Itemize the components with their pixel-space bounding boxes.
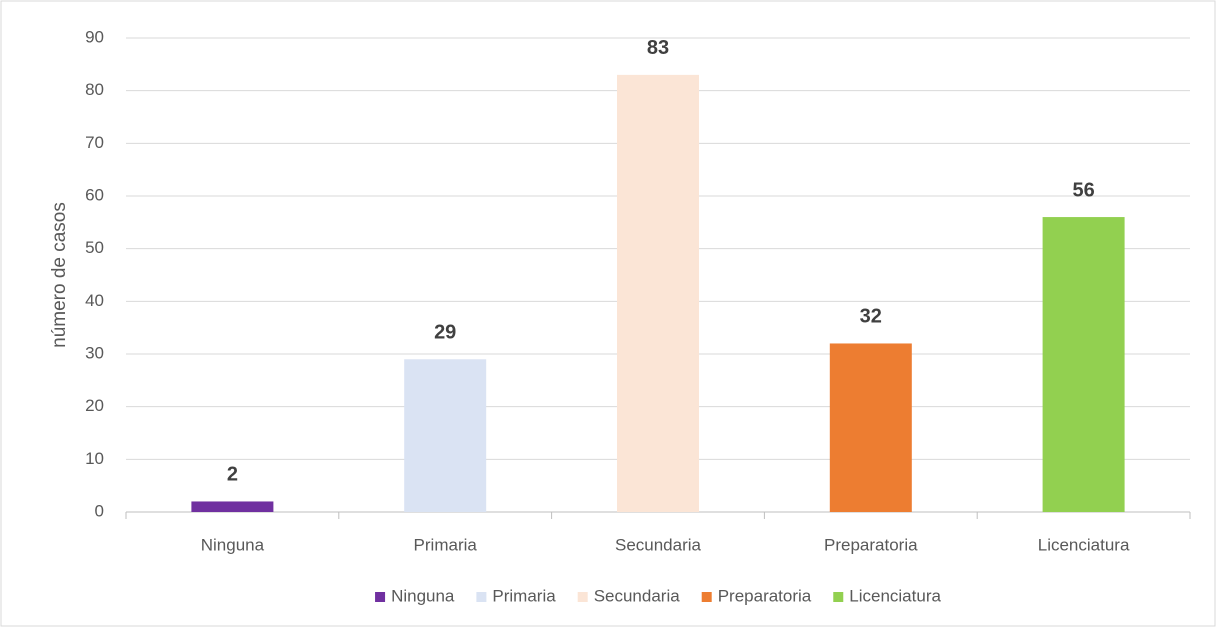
x-tick-label: Ninguna	[201, 535, 265, 554]
bar	[617, 74, 699, 512]
y-tick-label: 80	[85, 80, 104, 99]
legend-swatch	[577, 592, 588, 602]
legend-swatch	[701, 592, 712, 602]
y-tick-label: 10	[85, 449, 104, 468]
x-tick-label: Primaria	[414, 535, 478, 554]
x-tick-label: Licenciatura	[1038, 535, 1130, 554]
y-tick-label: 90	[85, 27, 104, 46]
bar	[829, 343, 912, 512]
y-axis-label: número de casos	[49, 202, 70, 348]
y-tick-label: 30	[85, 343, 104, 362]
legend-swatch	[833, 592, 844, 602]
data-label: 83	[647, 37, 669, 59]
legend-label: Preparatoria	[718, 586, 812, 605]
data-label: 29	[434, 322, 456, 344]
legend-swatch	[476, 592, 487, 602]
legend-label: Primaria	[492, 586, 556, 605]
bar	[191, 501, 274, 512]
legend: Ninguna Primaria Secundaria Preparatoria Lic…	[375, 586, 941, 605]
y-tick-label: 70	[85, 133, 104, 152]
bar	[404, 359, 487, 512]
x-tick-label: Preparatoria	[824, 535, 918, 554]
x-tick-label: Secundaria	[615, 535, 702, 554]
bar	[1042, 217, 1125, 513]
y-tick-label: 60	[85, 185, 104, 204]
data-label: 32	[860, 306, 882, 328]
legend-label: Licenciatura	[849, 586, 941, 605]
legend-label: Ninguna	[391, 586, 455, 605]
y-tick-label: 50	[85, 238, 104, 257]
y-tick-label: 40	[85, 291, 104, 310]
data-label: 56	[1072, 179, 1094, 201]
y-tick-label: 0	[95, 501, 104, 520]
legend-swatch	[375, 592, 386, 602]
y-tick-label: 20	[85, 396, 104, 415]
legend-label: Secundaria	[594, 586, 681, 605]
data-label: 2	[227, 464, 238, 486]
